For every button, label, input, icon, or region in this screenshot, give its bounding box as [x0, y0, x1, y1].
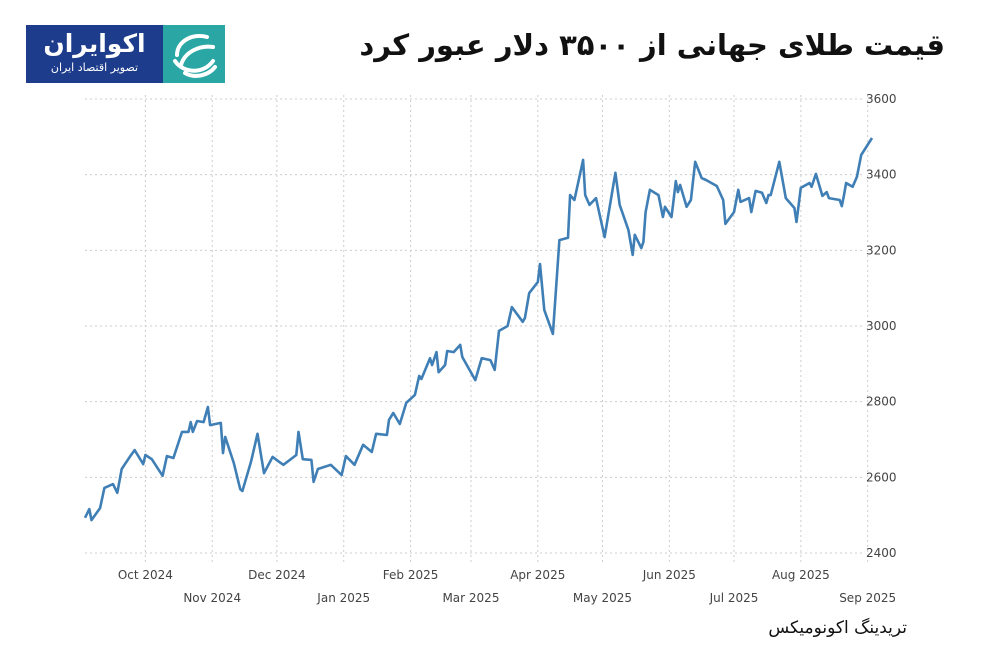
logo-swirl-icon [163, 25, 225, 83]
logo-subtitle: تصویر اقتصاد ایران [50, 61, 139, 74]
logo-text-block: اکوایران تصویر اقتصاد ایران [26, 25, 163, 83]
source-credit: تریدینگ اکونومیکس [768, 618, 907, 638]
y-tick-label: 2600 [866, 470, 897, 484]
y-tick-label: 2800 [866, 395, 897, 409]
x-tick-label: Jul 2025 [709, 591, 759, 605]
y-axis-ticks: 3600 3400 3200 3000 2800 2600 2400 [866, 92, 897, 560]
grid [85, 95, 869, 562]
x-tick-label: Jun 2025 [642, 568, 696, 582]
x-tick-label: Jan 2025 [316, 591, 370, 605]
x-tick-label: Dec 2024 [248, 568, 306, 582]
logo-name: اکوایران [43, 29, 146, 58]
y-tick-label: 3400 [866, 168, 897, 182]
x-tick-label: Nov 2024 [183, 591, 241, 605]
y-tick-label: 3200 [866, 243, 897, 257]
series-line-gold-price [83, 137, 874, 522]
x-axis-ticks: Oct 2024 Nov 2024 Dec 2024 Jan 2025 Feb 2025… [118, 568, 896, 605]
x-tick-label: May 2025 [573, 591, 632, 605]
x-tick-label: Feb 2025 [383, 568, 439, 582]
y-tick-label: 2400 [866, 546, 897, 560]
x-tick-label: Oct 2024 [118, 568, 173, 582]
ecoiran-logo: اکوایران تصویر اقتصاد ایران [26, 25, 225, 83]
y-tick-label: 3600 [866, 92, 897, 106]
x-tick-label: Sep 2025 [839, 591, 896, 605]
y-tick-label: 3000 [866, 319, 897, 333]
page-title: قیمت طلای جهانی از ۳۵۰۰ دلار عبور کرد [359, 28, 945, 62]
x-tick-label: Mar 2025 [442, 591, 499, 605]
x-tick-label: Apr 2025 [510, 568, 565, 582]
x-tick-label: Aug 2025 [772, 568, 830, 582]
